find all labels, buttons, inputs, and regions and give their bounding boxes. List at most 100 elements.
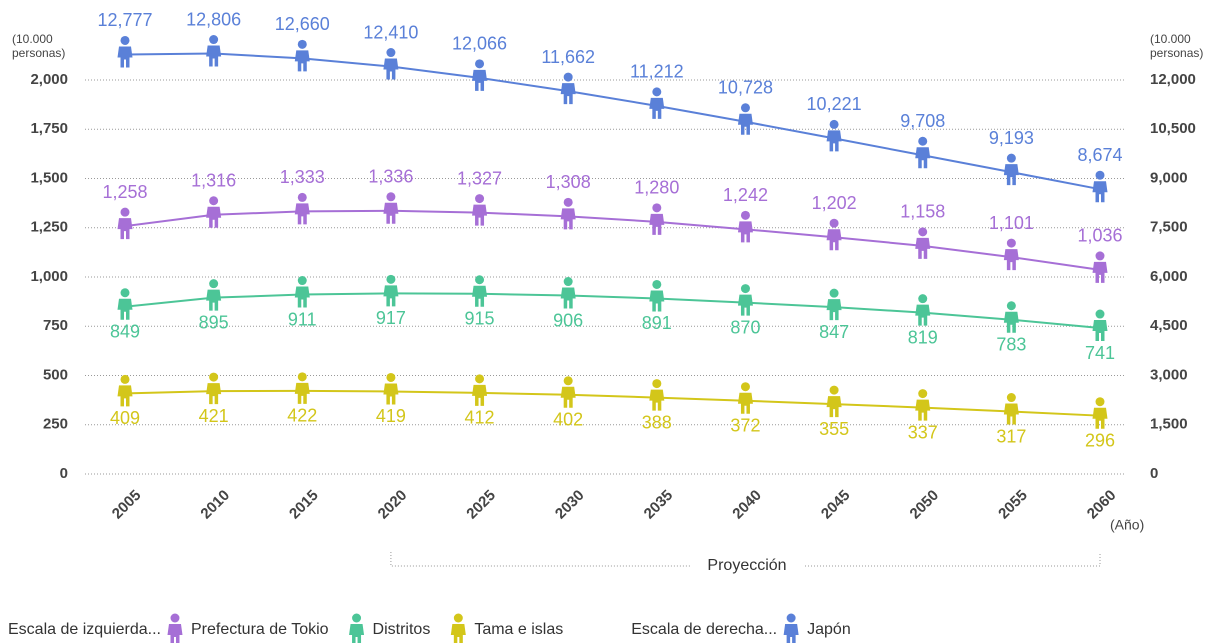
data-label: 1,280 bbox=[634, 178, 679, 198]
marker-head bbox=[1095, 397, 1105, 407]
marker-body bbox=[206, 289, 222, 311]
series-line bbox=[124, 389, 1101, 417]
marker-head bbox=[453, 613, 463, 623]
marker-head bbox=[1006, 153, 1016, 163]
data-label: 1,308 bbox=[546, 172, 591, 192]
marker-body bbox=[1003, 249, 1019, 271]
data-label: 388 bbox=[642, 412, 672, 432]
marker-head bbox=[829, 385, 839, 395]
person-marker bbox=[1092, 251, 1108, 283]
marker-head bbox=[120, 207, 130, 217]
marker-body bbox=[826, 299, 842, 321]
person-marker bbox=[294, 372, 310, 404]
marker-body bbox=[383, 202, 399, 224]
marker-head bbox=[209, 372, 219, 382]
person-marker bbox=[383, 48, 399, 80]
person-marker bbox=[472, 59, 488, 91]
marker-head bbox=[918, 294, 928, 304]
person-marker bbox=[206, 372, 222, 405]
data-label: 11,212 bbox=[630, 62, 684, 82]
person-marker bbox=[560, 376, 576, 408]
marker-head bbox=[386, 372, 396, 382]
marker-body bbox=[783, 624, 799, 643]
marker-body bbox=[472, 204, 488, 226]
person-marker bbox=[206, 196, 222, 228]
x-tick-label: 2055 bbox=[995, 487, 1031, 523]
data-label: 1,258 bbox=[102, 182, 147, 202]
marker-head bbox=[740, 103, 750, 113]
marker-body bbox=[383, 285, 399, 307]
marker-head bbox=[386, 274, 396, 284]
marker-head bbox=[386, 192, 396, 202]
data-label: 849 bbox=[110, 321, 140, 341]
marker-body bbox=[1003, 311, 1019, 333]
data-label: 409 bbox=[110, 408, 140, 428]
marker-head bbox=[563, 376, 573, 386]
marker-head bbox=[1095, 309, 1105, 319]
data-label: 355 bbox=[819, 419, 849, 439]
marker-head bbox=[1006, 301, 1016, 311]
marker-body bbox=[294, 382, 310, 404]
marker-head bbox=[652, 279, 662, 289]
person-marker bbox=[915, 389, 931, 421]
marker-head bbox=[918, 227, 928, 237]
person-marker bbox=[915, 227, 931, 259]
data-label: 1,158 bbox=[900, 202, 945, 222]
marker-head bbox=[829, 288, 839, 298]
series-line bbox=[124, 209, 1101, 271]
y-tick-label: 500 bbox=[43, 366, 68, 383]
marker-head bbox=[209, 279, 219, 289]
marker-body bbox=[826, 130, 842, 152]
person-marker bbox=[117, 288, 133, 320]
marker-head bbox=[120, 35, 130, 45]
data-label: 419 bbox=[376, 406, 406, 426]
data-label: 911 bbox=[288, 309, 317, 329]
marker-body bbox=[472, 285, 488, 307]
person-marker bbox=[117, 374, 133, 407]
marker-head bbox=[297, 276, 307, 286]
marker-body bbox=[737, 294, 753, 316]
y-tick-label: 0 bbox=[60, 465, 68, 482]
y-axis-label: personas) bbox=[12, 46, 65, 60]
data-label: 412 bbox=[465, 408, 495, 428]
y-tick-label: 1,250 bbox=[30, 219, 68, 236]
y-tick-label: 1,500 bbox=[30, 169, 68, 186]
person-marker bbox=[472, 194, 488, 226]
y2-tick-label: 6,000 bbox=[1150, 268, 1188, 285]
marker-head bbox=[297, 372, 307, 382]
y-tick-label: 750 bbox=[43, 317, 68, 334]
person-marker bbox=[649, 87, 665, 119]
marker-body bbox=[826, 229, 842, 251]
person-marker bbox=[349, 613, 365, 643]
marker-body bbox=[472, 384, 488, 406]
marker-head bbox=[386, 48, 396, 58]
data-label: 12,660 bbox=[275, 14, 330, 34]
person-marker bbox=[383, 192, 399, 224]
marker-head bbox=[475, 275, 485, 285]
marker-head bbox=[918, 389, 928, 399]
marker-head bbox=[652, 87, 662, 97]
data-label: 10,221 bbox=[807, 94, 862, 114]
data-label: 741 bbox=[1085, 343, 1115, 363]
series-line bbox=[124, 52, 1101, 191]
person-marker bbox=[826, 288, 842, 321]
data-label: 11,662 bbox=[541, 47, 595, 67]
marker-body bbox=[349, 624, 365, 643]
person-marker bbox=[649, 203, 665, 235]
person-marker bbox=[117, 35, 133, 68]
marker-head bbox=[1006, 238, 1016, 248]
x-tick-label: 2045 bbox=[818, 487, 854, 523]
person-marker bbox=[472, 275, 488, 307]
person-marker bbox=[737, 103, 753, 135]
data-label: 9,708 bbox=[900, 111, 945, 131]
person-marker bbox=[826, 119, 842, 152]
marker-head bbox=[1095, 170, 1105, 180]
data-label: 12,066 bbox=[452, 34, 507, 54]
marker-body bbox=[206, 206, 222, 228]
marker-body bbox=[1003, 403, 1019, 425]
marker-body bbox=[1092, 320, 1108, 342]
marker-body bbox=[1003, 164, 1019, 186]
marker-body bbox=[294, 203, 310, 225]
marker-body bbox=[383, 383, 399, 405]
data-label: 917 bbox=[376, 308, 406, 328]
